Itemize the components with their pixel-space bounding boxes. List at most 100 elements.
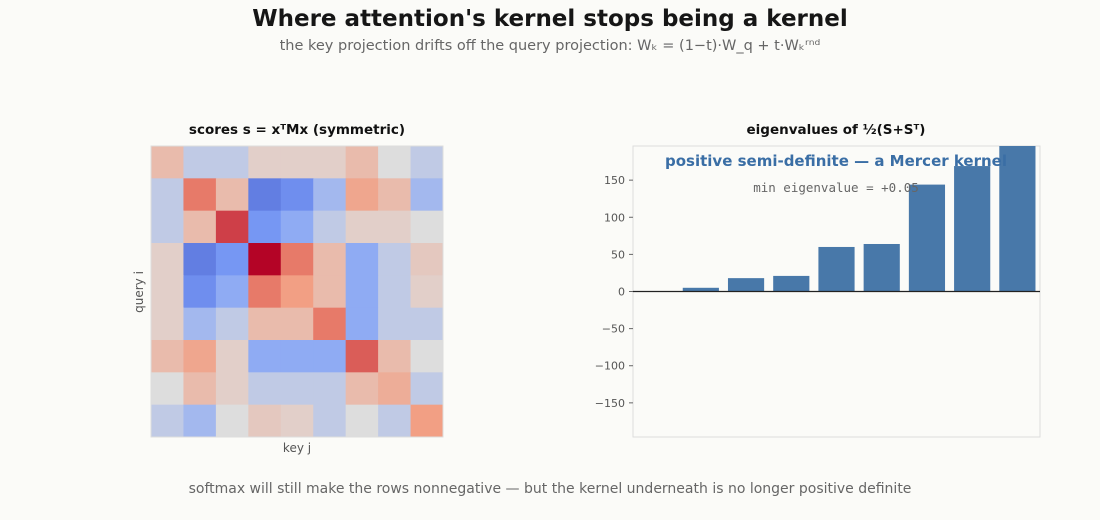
- heatmap-cell: [378, 307, 412, 341]
- eigenvalue-bar: [682, 287, 719, 292]
- figure-title: Where attention's kernel stops being a k…: [252, 6, 848, 32]
- eigenvalue-panel: eigenvalues of ½(S+Sᵀ) −150 −100 −50 0 50 100…: [595, 122, 1041, 438]
- heatmap-cell: [378, 340, 412, 373]
- heatmap-cell: [151, 404, 184, 438]
- eigenvalue-bar: [727, 278, 765, 292]
- heatmap-cell: [378, 372, 412, 406]
- heatmap-cell: [410, 307, 444, 341]
- heatmap-cell: [151, 275, 184, 309]
- heatmap-cell: [410, 372, 444, 406]
- heatmap-cell: [183, 275, 217, 309]
- heatmap-panel: scores s = xᵀMx (symmetric) key j query …: [132, 122, 444, 455]
- heatmap-cell: [280, 243, 314, 276]
- eigenvalue-bar: [863, 243, 900, 292]
- heatmap-cell: [345, 146, 379, 179]
- heatmap-cell: [280, 210, 314, 244]
- heatmap-cell: [183, 307, 217, 341]
- heatmap-cell: [313, 275, 347, 309]
- figure-footer: softmax will still make the rows nonnega…: [188, 481, 912, 497]
- heatmap-ylabel: query i: [132, 271, 146, 313]
- heatmap-cell: [410, 340, 444, 373]
- heatmap-cell: [345, 404, 379, 438]
- heatmap-cell: [215, 178, 249, 212]
- heatmap-cell: [151, 243, 184, 276]
- heatmap-cell: [313, 340, 347, 373]
- heatmap-cell: [151, 178, 184, 212]
- heatmap-xlabel: key j: [283, 441, 311, 455]
- heatmap-cell: [345, 275, 379, 309]
- y-tick-label: 150: [604, 174, 625, 187]
- heatmap-cell: [248, 178, 282, 212]
- eigenvalue-bar: [999, 146, 1036, 292]
- heatmap-cell: [313, 243, 347, 276]
- heatmap-cell: [410, 210, 444, 244]
- bars: [637, 146, 1036, 292]
- heatmap-cell: [248, 404, 282, 438]
- heatmap-cell: [215, 372, 249, 406]
- y-tick-label: −50: [602, 323, 625, 336]
- heatmap-cell: [248, 275, 282, 309]
- heatmap-cell: [215, 146, 249, 179]
- heatmap-cell: [215, 210, 249, 244]
- heatmap-cell: [248, 210, 282, 244]
- heatmap-cell: [248, 146, 282, 179]
- heatmap-cell: [410, 404, 444, 438]
- heatmap-cell: [183, 146, 217, 179]
- heatmap-cell: [378, 275, 412, 309]
- heatmap-cell: [313, 404, 347, 438]
- heatmap-cell: [345, 243, 379, 276]
- y-tick-label: −100: [595, 360, 625, 373]
- heatmap-cell: [183, 178, 217, 212]
- heatmap-cell: [378, 178, 412, 212]
- heatmap-cell: [313, 372, 347, 406]
- heatmap-cell: [410, 243, 444, 276]
- eigenvalue-bar: [908, 184, 946, 292]
- heatmap-cell: [151, 340, 184, 373]
- heatmap-cell: [248, 372, 282, 406]
- y-tick-label: 0: [618, 286, 625, 299]
- heatmap-cell: [151, 210, 184, 244]
- psd-annotation: positive semi-definite — a Mercer kernel: [665, 152, 1007, 170]
- heatmap-cell: [280, 307, 314, 341]
- heatmap-cell: [215, 404, 249, 438]
- heatmap-cell: [215, 243, 249, 276]
- heatmap-cell: [345, 340, 379, 373]
- heatmap-cell: [410, 275, 444, 309]
- y-tick-label: 50: [611, 248, 625, 261]
- heatmap-cell: [280, 340, 314, 373]
- heatmap-cell: [183, 210, 217, 244]
- heatmap-cell: [183, 340, 217, 373]
- heatmap-cell: [151, 146, 184, 179]
- heatmap-cell: [151, 307, 184, 341]
- heatmap-cell: [410, 146, 444, 179]
- heatmap-cell: [183, 243, 217, 276]
- heatmap-cell: [215, 275, 249, 309]
- heatmap-cell: [280, 146, 314, 179]
- heatmap-cell: [410, 178, 444, 212]
- eigenvalue-bar: [954, 166, 991, 292]
- y-tick-label: −150: [595, 397, 625, 410]
- heatmap-cell: [280, 372, 314, 406]
- heatmap-cell: [313, 178, 347, 212]
- eigenvalue-bar: [773, 275, 810, 292]
- heatmap-cell: [248, 340, 282, 373]
- y-tick-label: 100: [604, 211, 625, 224]
- heatmap-cell: [313, 210, 347, 244]
- heatmap-cell: [248, 243, 282, 276]
- heatmap-frame: [150, 145, 444, 438]
- heatmap-cell: [215, 340, 249, 373]
- figure-subtitle: the key projection drifts off the query …: [279, 38, 821, 54]
- heatmap-cell: [280, 404, 314, 438]
- heatmap-cell: [280, 275, 314, 309]
- bar-chart-title: eigenvalues of ½(S+Sᵀ): [747, 122, 926, 138]
- heatmap-cell: [215, 307, 249, 341]
- heatmap-cell: [378, 404, 412, 438]
- heatmap-cell: [378, 210, 412, 244]
- heatmap-cell: [183, 372, 217, 406]
- heatmap-title: scores s = xᵀMx (symmetric): [189, 122, 405, 138]
- heatmap-cell: [378, 243, 412, 276]
- heatmap-cell: [151, 372, 184, 406]
- y-axis-ticks: −150 −100 −50 0 50 100 150: [595, 174, 633, 410]
- min-eigenvalue-annotation: min eigenvalue = +0.05: [753, 180, 919, 195]
